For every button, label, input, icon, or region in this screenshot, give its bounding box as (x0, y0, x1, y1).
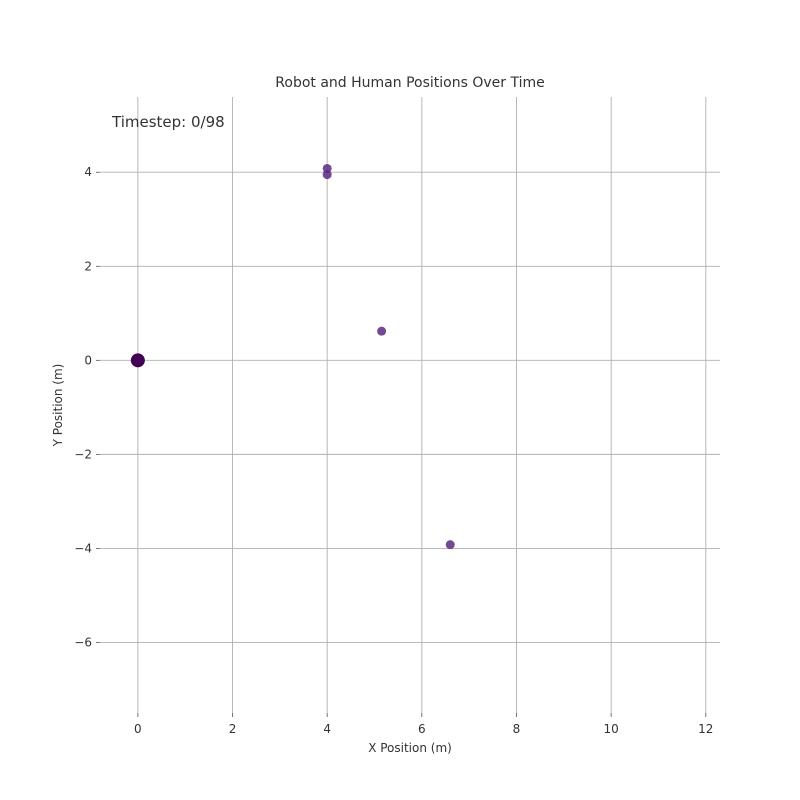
x-tick-label: 0 (134, 722, 142, 736)
human-point (445, 540, 455, 550)
chart-title: Robot and Human Positions Over Time (275, 75, 544, 91)
x-tick-label: 12 (698, 722, 713, 736)
x-tick-label: 6 (418, 722, 426, 736)
y-tick-label: −2 (74, 447, 92, 461)
data-points (130, 163, 455, 550)
x-tick-label: 4 (323, 722, 331, 736)
x-tick-label: 10 (604, 722, 619, 736)
y-tick-label: 4 (84, 165, 92, 179)
robot-point (130, 353, 145, 368)
y-tick-label: 2 (84, 259, 92, 273)
y-tick-label: −4 (74, 541, 92, 555)
y-axis-ticks: −6 −4 −2 0 2 4 (74, 165, 100, 649)
x-axis-title: X Position (m) (368, 741, 452, 755)
human-point (322, 170, 332, 180)
y-axis-title: Y Position (m) (51, 364, 65, 448)
x-axis-ticks: 0 2 4 6 8 10 12 (134, 713, 713, 736)
human-point (377, 326, 387, 336)
y-tick-label: 0 (84, 353, 92, 367)
timestep-annotation: Timestep: 0/98 (111, 113, 225, 131)
x-tick-label: 2 (229, 722, 237, 736)
y-tick-label: −6 (74, 635, 92, 649)
x-tick-label: 8 (513, 722, 521, 736)
grid (100, 97, 720, 713)
